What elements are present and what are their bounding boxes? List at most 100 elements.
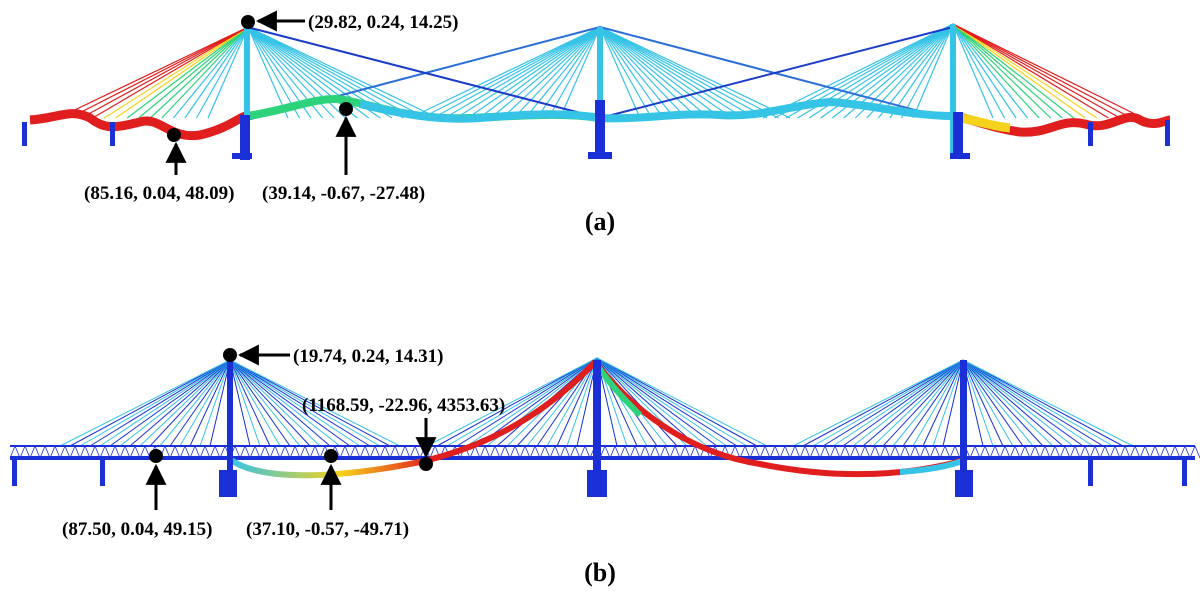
panel-b-truss-member	[649, 445, 656, 459]
panel-b-truss-member	[214, 445, 221, 459]
panel-a-stay-cable	[444, 26, 601, 119]
panel-b-stay-cable	[229, 359, 321, 447]
panel-a-stay-cable	[952, 23, 1109, 119]
panel-a-stay-cable	[952, 23, 1052, 119]
panel-b-truss-member	[314, 445, 321, 459]
panel-a-stay-cable	[912, 23, 954, 119]
panel-b-stay-cable	[962, 359, 1054, 447]
panel-b-truss-member	[1049, 445, 1056, 459]
panel-b-truss-member	[404, 445, 411, 459]
panel-b-truss-member	[954, 445, 961, 459]
panel-b-label-side-span: (87.50, 0.04, 49.15)	[62, 519, 212, 540]
panel-b-truss-member	[869, 445, 876, 459]
panel-a-stay-cable	[599, 26, 653, 119]
panel-b-truss-member	[479, 445, 486, 459]
panel-a-stay-cable	[432, 26, 601, 119]
panel-b-truss-member	[504, 445, 511, 459]
panel-b-truss-member	[539, 445, 546, 459]
panel-b-truss-member	[629, 445, 636, 459]
panel-b-truss-member	[44, 445, 51, 459]
panel-b-truss-member	[1024, 445, 1031, 459]
panel-a-tower-center-base	[595, 100, 605, 158]
panel-b-pier-right	[1088, 458, 1093, 486]
panel-b-truss-member	[164, 445, 171, 459]
panel-a-tower-center	[597, 27, 603, 157]
panel-a-tower-center-foot	[588, 152, 612, 159]
panel-b-stay-cable	[962, 359, 1104, 447]
panel-a-stay-cable	[559, 26, 601, 119]
panel-b-truss-member	[934, 445, 941, 459]
panel-b-truss-member	[1109, 445, 1116, 459]
panel-b-stay-cable	[822, 359, 964, 447]
panel-b-truss-member	[849, 445, 856, 459]
panel-b-truss-member	[489, 445, 496, 459]
panel-b-stay-cable	[169, 359, 231, 447]
panel-b-truss-member	[9, 445, 16, 459]
panel-b-stay-cable	[596, 357, 738, 447]
panel-b-truss-member	[139, 445, 146, 459]
panel-a-stay-cable	[599, 26, 641, 119]
panel-b-stay-cable	[872, 359, 964, 447]
panel-b-truss-member	[119, 445, 126, 459]
panel-a-stay-cable	[478, 26, 601, 119]
panel-b-pier-left	[100, 458, 105, 486]
panel-b-truss-member	[544, 445, 551, 459]
panel-b-truss-member	[924, 445, 931, 459]
panel-a-stay-cable	[599, 26, 687, 119]
panel-b-truss-member	[259, 445, 266, 459]
panel-b-truss-member	[209, 445, 216, 459]
panel-b-truss-member	[1189, 445, 1196, 459]
panel-b-truss-member	[674, 445, 681, 459]
panel-b-truss-member	[994, 445, 1001, 459]
panel-b-stay-cable	[229, 359, 311, 447]
panel-b-truss-member	[984, 445, 991, 459]
panel-b-stay-cable	[962, 359, 1084, 447]
panel-b-truss-member	[524, 445, 531, 459]
panel-a-label-tower-top: (29.82, 0.24, 14.25)	[308, 12, 458, 33]
panel-b-stay-cable	[59, 359, 231, 447]
panel-b-stay-cable	[862, 359, 964, 447]
panel-b-truss-member	[474, 445, 481, 459]
panel-b-truss-member	[614, 445, 621, 459]
panel-a-stay-cable	[536, 26, 601, 119]
panel-b-truss-member	[624, 445, 631, 459]
panel-a-stay-cable	[247, 26, 289, 119]
panel-b-stay-cable	[229, 359, 251, 447]
panel-b-stay-cable	[556, 357, 598, 447]
panel-a-stay-cable	[952, 23, 1086, 119]
panel-b-truss-member	[574, 445, 581, 459]
panel-b-truss-member	[579, 445, 586, 459]
panel-b-stay-cable	[229, 359, 401, 447]
panel-b-stay-cable	[832, 359, 964, 447]
panel-b-truss-member	[1144, 445, 1151, 459]
panel-a-long-cable	[246, 26, 601, 119]
panel-b-stay-cable	[792, 359, 964, 447]
panel-b-truss-member	[69, 445, 76, 459]
panel-a-stay-cable	[599, 26, 745, 119]
panel-a-stay-cable	[547, 26, 601, 119]
panel-b-truss-member	[484, 445, 491, 459]
panel-a-stay-cable	[599, 26, 710, 119]
panel-b-truss-member	[1169, 445, 1176, 459]
panel-a-end-pier-right	[1165, 120, 1170, 146]
panel-a-stay-cable	[952, 23, 1063, 119]
panel-a-stay-cable	[247, 26, 427, 119]
panel-b-truss-member	[89, 445, 96, 459]
panel-b-stay-cable	[596, 357, 728, 447]
panel-b-truss-member	[814, 445, 821, 459]
panel-a-stay-cable	[889, 23, 954, 119]
panel-b-stay-cable	[962, 359, 1094, 447]
panel-a-stay-cable	[455, 26, 601, 119]
panel-b-stay-cable	[596, 357, 758, 447]
panel-b-truss-member	[669, 445, 676, 459]
panel-b-truss-member	[754, 445, 761, 459]
panel-b-truss-member	[174, 445, 181, 459]
panel-b-stay-cable	[852, 359, 964, 447]
panel-b-stay-cable	[229, 359, 381, 447]
panel-b-stay-cable	[812, 359, 964, 447]
panel-b-truss-member	[1159, 445, 1166, 459]
panel-a-stay-cable	[467, 26, 601, 119]
panel-a-stay-cable	[115, 26, 249, 119]
panel-b-stay-cable	[229, 359, 261, 447]
panel-b-truss-member	[14, 445, 21, 459]
